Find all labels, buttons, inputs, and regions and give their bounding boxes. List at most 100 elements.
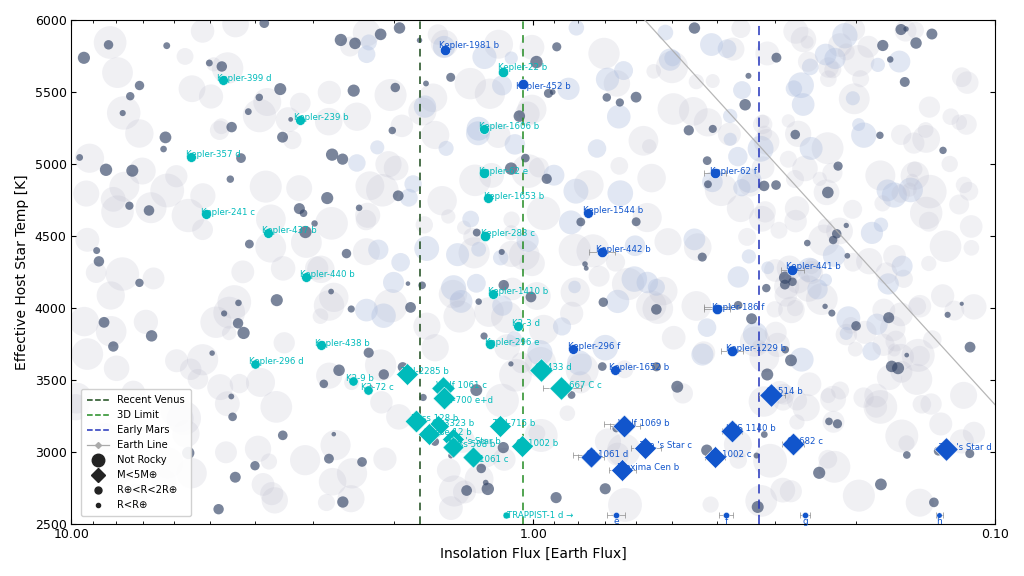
- Point: [261, 457, 278, 466]
- Point: [210, 505, 226, 514]
- Point: [780, 116, 797, 126]
- Point: [388, 164, 404, 173]
- Point: [648, 305, 665, 314]
- Point: [596, 49, 612, 58]
- Point: [268, 402, 285, 411]
- Point: [825, 417, 842, 426]
- Text: Kepler-1410 b: Kepler-1410 b: [488, 287, 549, 297]
- Point: [780, 438, 797, 448]
- Point: [607, 365, 624, 374]
- Point: [874, 41, 891, 50]
- Point: [97, 434, 114, 443]
- Point: [141, 206, 158, 215]
- Point: [798, 403, 814, 412]
- Point: [102, 291, 119, 300]
- Text: Kepler-1229 b: Kepler-1229 b: [726, 344, 786, 353]
- Point: [611, 161, 628, 170]
- Point: [494, 81, 510, 90]
- Point: [608, 424, 625, 433]
- Point: [753, 497, 769, 506]
- Point: [750, 502, 766, 511]
- Point: [763, 390, 779, 399]
- Point: [466, 248, 482, 257]
- Point: [885, 324, 901, 333]
- Point: [499, 343, 515, 352]
- Point: [785, 84, 802, 93]
- Point: [890, 363, 906, 373]
- Point: [229, 319, 246, 328]
- Point: [479, 484, 496, 494]
- Point: [958, 120, 975, 129]
- Point: [737, 100, 754, 109]
- Text: TOI-2285 b: TOI-2285 b: [401, 367, 450, 376]
- Point: [563, 218, 580, 227]
- Point: [361, 181, 378, 191]
- Point: [953, 437, 970, 446]
- Text: Kepler-441 b: Kepler-441 b: [786, 262, 841, 271]
- Point: [236, 328, 252, 338]
- Point: [733, 183, 750, 192]
- Point: [860, 42, 877, 51]
- Point: [937, 445, 953, 454]
- Point: [730, 439, 746, 449]
- Point: [255, 480, 271, 489]
- Point: [419, 244, 435, 253]
- Point: [498, 511, 514, 520]
- Point: [897, 26, 913, 35]
- Point: [195, 26, 211, 36]
- Point: [962, 449, 978, 458]
- Point: [312, 265, 329, 274]
- Point: [335, 498, 351, 507]
- Point: [343, 304, 359, 313]
- Point: [776, 389, 793, 399]
- Point: [168, 407, 184, 416]
- Point: [751, 342, 767, 351]
- Point: [740, 252, 757, 261]
- Point: [452, 312, 468, 321]
- Point: [360, 38, 377, 47]
- Point: [110, 207, 126, 217]
- Point: [863, 347, 880, 356]
- Point: [76, 53, 92, 62]
- Point: [358, 305, 375, 314]
- Point: [427, 343, 443, 353]
- Point: [924, 29, 940, 39]
- Point: [906, 165, 923, 174]
- Point: [872, 220, 889, 229]
- Point: [923, 399, 939, 408]
- Point: [506, 334, 522, 343]
- Legend: Recent Venus, 3D Limit, Early Mars, Earth Line, Not Rocky, M<5M⊕, R⊕<R<2R⊕, R<R⊕: Recent Venus, 3D Limit, Early Mars, Eart…: [81, 389, 190, 516]
- Point: [819, 454, 836, 464]
- Point: [554, 322, 570, 331]
- Point: [786, 175, 803, 184]
- Text: Kepler-438 b: Kepler-438 b: [315, 339, 370, 347]
- Point: [417, 102, 433, 111]
- Point: [802, 380, 818, 389]
- Point: [520, 166, 537, 176]
- Point: [227, 473, 244, 482]
- Point: [843, 321, 859, 330]
- Point: [324, 219, 340, 228]
- Point: [819, 188, 836, 197]
- Text: GJ 1002 c: GJ 1002 c: [710, 450, 752, 459]
- Point: [612, 188, 629, 198]
- Point: [657, 28, 674, 37]
- Point: [966, 428, 982, 437]
- Point: [826, 251, 843, 260]
- Point: [882, 373, 898, 382]
- Point: [359, 385, 376, 395]
- Point: [818, 188, 835, 197]
- Point: [268, 295, 285, 305]
- Point: [823, 309, 840, 318]
- Point: [759, 49, 775, 58]
- Text: LHS 1140 b: LHS 1140 b: [726, 424, 776, 433]
- Point: [924, 335, 940, 344]
- Text: g: g: [802, 517, 808, 526]
- Point: [143, 331, 160, 340]
- Point: [499, 313, 515, 322]
- Point: [685, 107, 701, 116]
- Point: [790, 129, 806, 138]
- Point: [705, 77, 721, 86]
- Point: [393, 121, 410, 130]
- Text: GJ 682 c: GJ 682 c: [787, 437, 823, 446]
